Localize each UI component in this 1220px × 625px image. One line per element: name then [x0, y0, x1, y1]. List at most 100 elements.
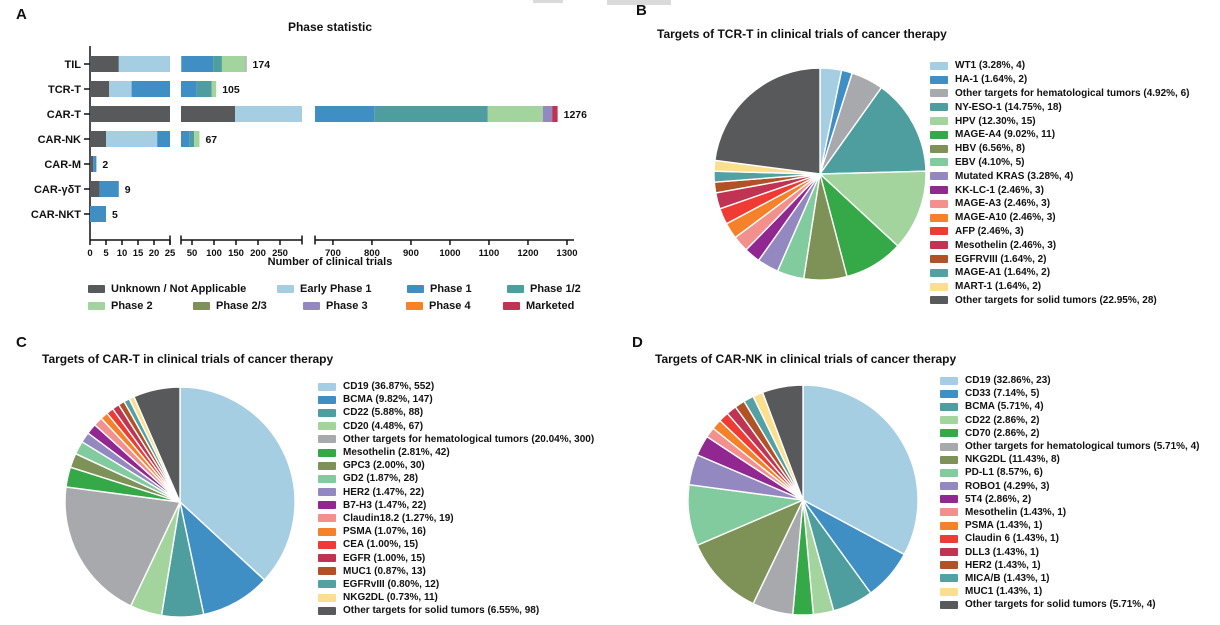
legend-label: CD70 (2.86%, 2) — [965, 427, 1040, 439]
legend-item: CD22 (5.88%, 88) — [318, 406, 594, 419]
svg-text:800: 800 — [364, 248, 380, 259]
legend-item: EGFRvIII (0.80%, 12) — [318, 578, 594, 591]
legend-swatch — [940, 389, 958, 398]
legend-swatch — [940, 376, 958, 385]
svg-text:0: 0 — [87, 248, 92, 259]
svg-text:50: 50 — [187, 248, 198, 259]
legend-swatch — [303, 302, 320, 310]
legend-item: MUC1 (1.43%, 1) — [940, 585, 1200, 598]
svg-text:67: 67 — [205, 134, 217, 146]
legend-label: MAGE-A1 (1.64%, 2) — [955, 267, 1051, 279]
legend-swatch — [940, 521, 958, 530]
x-axis-title: Number of clinical trials — [267, 256, 393, 268]
legend-item: Claudin18.2 (1.27%, 19) — [318, 512, 594, 525]
legend-item: MAGE-A4 (9.02%, 11) — [930, 128, 1190, 142]
legend-item: ROBO1 (4.29%, 3) — [940, 480, 1200, 493]
svg-text:150: 150 — [228, 248, 244, 259]
legend-item: CD33 (7.14%, 5) — [940, 387, 1200, 400]
svg-text:105: 105 — [222, 84, 240, 96]
legend-item: CD19 (32.86%, 23) — [940, 374, 1200, 387]
svg-text:700: 700 — [325, 248, 341, 259]
legend-item: Other targets for hematological tumors (… — [318, 433, 594, 446]
legend-swatch — [318, 527, 336, 536]
legend-label: NKG2DL (0.73%, 11) — [343, 592, 438, 604]
legend-item: MAGE-A10 (2.46%, 3) — [930, 211, 1190, 225]
legend-swatch — [318, 382, 336, 391]
legend-label: Claudin18.2 (1.27%, 19) — [343, 512, 454, 524]
legend-swatch — [930, 268, 948, 277]
legend-label: BCMA (9.82%, 147) — [343, 394, 433, 406]
legend-swatch — [318, 474, 336, 483]
legend-label: Other targets for solid tumors (6.55%, 9… — [343, 605, 540, 617]
car-nk-pie-legend: CD19 (32.86%, 23) CD33 (7.14%, 5) BCMA (5.… — [940, 374, 1200, 611]
svg-text:5: 5 — [112, 209, 118, 221]
legend-swatch — [930, 144, 948, 153]
svg-text:10: 10 — [117, 248, 128, 259]
legend-item: BCMA (5.71%, 4) — [940, 400, 1200, 413]
legend-item: Mesothelin (1.43%, 1) — [940, 506, 1200, 519]
pie-slice — [819, 170, 927, 247]
pie-slice — [714, 67, 821, 175]
legend-swatch — [930, 282, 948, 291]
legend-label: CD20 (4.48%, 67) — [343, 420, 424, 432]
legend-item: 5T4 (2.86%, 2) — [940, 493, 1200, 506]
legend-item: Other targets for hematological tumors (… — [930, 87, 1190, 101]
legend-label: B7-H3 (1.47%, 22) — [343, 499, 427, 511]
legend-swatch — [318, 422, 336, 431]
pie-slice — [819, 86, 927, 175]
legend-swatch — [930, 172, 948, 181]
legend-swatch — [940, 442, 958, 451]
legend-swatch — [930, 158, 948, 167]
legend-swatch — [940, 534, 958, 543]
legend-swatch — [318, 448, 336, 457]
legend-item: MAGE-A1 (1.64%, 2) — [930, 266, 1190, 280]
legend-swatch — [318, 501, 336, 510]
phase-legend-item: Marketed — [503, 300, 574, 312]
legend-item: Claudin 6 (1.43%, 1) — [940, 532, 1200, 545]
legend-item: Other targets for solid tumors (22.95%, … — [930, 294, 1190, 308]
svg-text:174: 174 — [253, 59, 271, 71]
panel-d-title: Targets of CAR-NK in clinical trials of … — [655, 352, 957, 366]
legend-item: GD2 (1.87%, 28) — [318, 472, 594, 485]
phase-legend-item: Phase 3 — [303, 300, 368, 312]
legend-item: CD70 (2.86%, 2) — [940, 427, 1200, 440]
legend-swatch — [930, 186, 948, 195]
svg-text:CAR-M: CAR-M — [44, 159, 81, 171]
panel-b-title: Targets of TCR-T in clinical trials of c… — [657, 27, 947, 41]
legend-label: MUC1 (0.87%, 13) — [343, 565, 426, 577]
legend-swatch — [318, 580, 336, 589]
legend-label: Mutated KRAS (3.28%, 4) — [955, 170, 1074, 182]
legend-swatch — [318, 593, 336, 602]
pie-slice — [179, 386, 296, 581]
legend-item: CEA (1.00%, 15) — [318, 538, 594, 551]
legend-swatch — [407, 285, 424, 293]
legend-label: CD22 (5.88%, 88) — [343, 407, 424, 419]
legend-label: MAGE-A3 (2.46%, 3) — [955, 198, 1051, 210]
legend-item: Mesothelin (2.81%, 42) — [318, 446, 594, 459]
legend-label: CD22 (2.86%, 2) — [965, 414, 1040, 426]
panel-d-letter: D — [632, 334, 643, 351]
legend-label: Mesothelin (2.81%, 42) — [343, 447, 450, 459]
svg-text:1000: 1000 — [439, 248, 460, 259]
panel-a-title: Phase statistic — [287, 20, 373, 34]
legend-swatch — [406, 302, 423, 310]
legend-item: HPV (12.30%, 15) — [930, 114, 1190, 128]
svg-text:200: 200 — [250, 248, 266, 259]
legend-label: CEA (1.00%, 15) — [343, 539, 419, 551]
legend-swatch — [318, 461, 336, 470]
legend-swatch — [940, 402, 958, 411]
legend-swatch — [277, 285, 294, 293]
legend-swatch — [930, 241, 948, 250]
legend-swatch — [318, 567, 336, 576]
legend-swatch — [940, 495, 958, 504]
legend-item: EGFR (1.00%, 15) — [318, 551, 594, 564]
legend-label: Mesothelin (2.46%, 3) — [955, 239, 1057, 251]
legend-swatch — [930, 227, 948, 236]
legend-label: MICA/B (1.43%, 1) — [965, 572, 1050, 584]
legend-swatch — [193, 302, 210, 310]
car-nk-pie-chart — [687, 384, 919, 616]
phase-legend-item: Phase 4 — [406, 300, 471, 312]
legend-label: Other targets for solid tumors (5.71%, 4… — [965, 599, 1156, 611]
legend-label: DLL3 (1.43%, 1) — [965, 546, 1039, 558]
tcr-t-pie-legend: WT1 (3.28%, 4) HA-1 (1.64%, 2) Other targe… — [930, 59, 1190, 307]
